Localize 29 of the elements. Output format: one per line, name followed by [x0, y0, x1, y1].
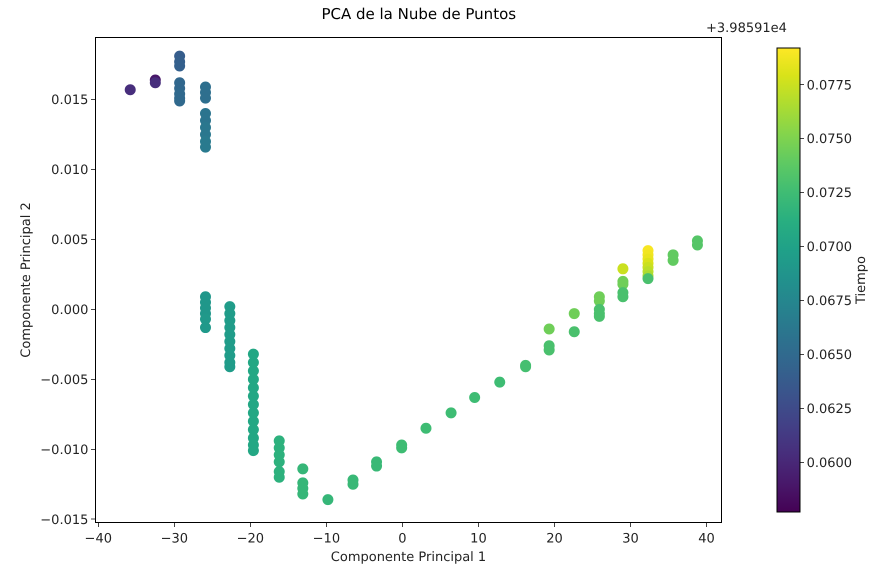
- y-tick-label: −0.015: [40, 512, 88, 528]
- y-tick-label: 0.010: [51, 163, 88, 178]
- x-tick-label: 0: [398, 532, 407, 547]
- color-bar-label: 0.0625: [806, 402, 852, 417]
- x-tick-label: 30: [622, 532, 639, 547]
- x-tick-label: 40: [698, 532, 715, 547]
- color-bar-label: 0.0650: [806, 348, 852, 364]
- y-tick-label: 0.015: [51, 93, 88, 108]
- y-tick-label: −0.005: [40, 372, 88, 388]
- y-tick-label: 0.000: [51, 302, 88, 318]
- color-bar-label: 0.0600: [806, 456, 852, 471]
- x-tick-label: −20: [236, 532, 264, 547]
- x-tick-label: 20: [546, 532, 563, 547]
- y-axis-title: Componente Principal 2: [19, 202, 34, 358]
- x-axis-title: Componente Principal 1: [330, 550, 486, 566]
- x-tick-label: −10: [312, 532, 340, 547]
- color-bar-label: 0.0750: [806, 132, 852, 148]
- text: +3.98591e4: [706, 21, 787, 36]
- x-tick-label: −30: [160, 532, 188, 547]
- color-bar-title: Tiempo: [854, 256, 870, 306]
- chart-title: PCA de la Nube de Puntos: [321, 5, 516, 24]
- color-bar-label: 0.0675: [806, 294, 852, 310]
- x-tick-label: −40: [84, 532, 112, 547]
- color-bar-label: 0.0725: [806, 186, 852, 202]
- y-tick-label: −0.010: [40, 442, 88, 458]
- color-bar-label: 0.0775: [806, 78, 852, 94]
- color-bar-label: 0.0700: [806, 240, 852, 256]
- y-tick-label: 0.005: [51, 232, 88, 248]
- x-tick-label: 10: [470, 532, 487, 547]
